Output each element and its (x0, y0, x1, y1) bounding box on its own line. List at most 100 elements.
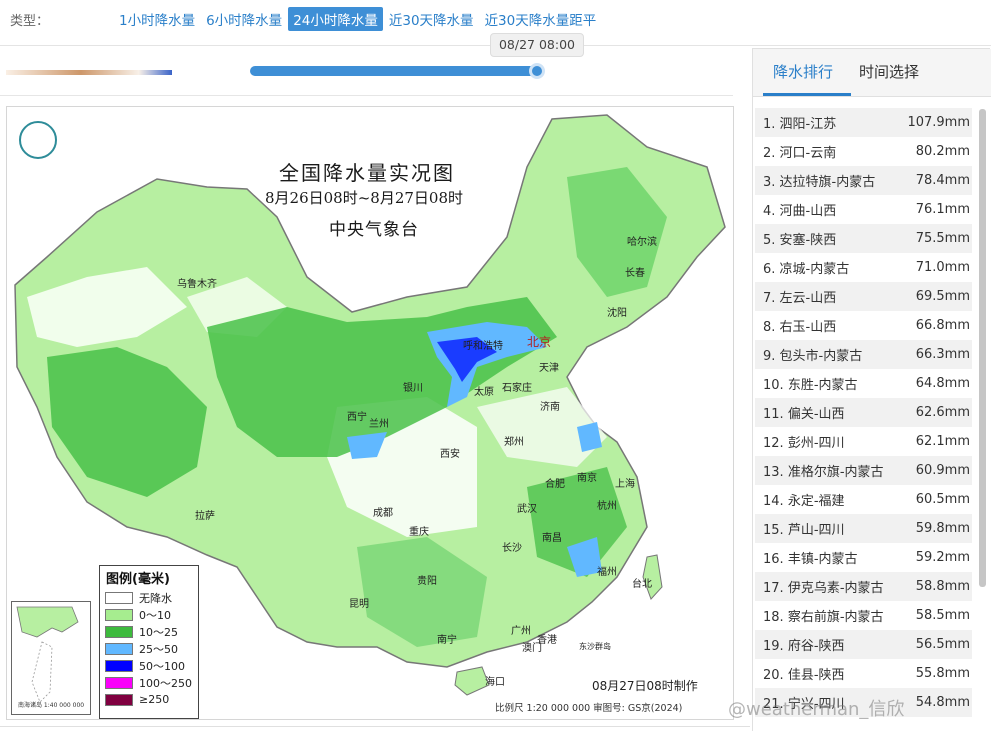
capital-label: 北京 (527, 335, 552, 349)
ranking-row[interactable]: 6. 凉城-内蒙古 71.0mm (755, 253, 972, 282)
legend-label: 25～50 (139, 642, 178, 656)
city-label: 西安 (440, 449, 460, 460)
ranking-row[interactable]: 10. 东胜-内蒙古 64.8mm (755, 369, 972, 398)
ranking-index: 16. (763, 552, 784, 567)
city-label: 上海 (615, 479, 635, 490)
ranking-label: 20. 佳县-陕西 (763, 664, 845, 683)
ranking-row[interactable]: 9. 包头市-内蒙古 66.3mm (755, 340, 972, 369)
tab-time-select[interactable]: 时间选择 (859, 63, 920, 81)
city-label: 杭州 (597, 501, 617, 512)
legend-label: 100～250 (139, 676, 192, 690)
type-filter-bar: 类型： 1小时降水量 6小时降水量 24小时降水量 近30天降水量 近30天降水… (0, 0, 991, 46)
ranking-station: 左云-山西 (779, 291, 837, 306)
ranking-row[interactable]: 14. 永定-福建 60.5mm (755, 485, 972, 514)
ranking-value: 60.9mm (915, 463, 970, 478)
ranking-value: 55.8mm (915, 666, 970, 681)
city-label: 重庆 (409, 527, 429, 538)
tab-30d-precip[interactable]: 近30天降水量 (388, 13, 474, 29)
tab-30d-anomaly[interactable]: 近30天降水量距平 (484, 13, 597, 29)
ranking-value: 107.9mm (907, 115, 970, 130)
time-tooltip: 08/27 08:00 (490, 33, 584, 57)
active-tab-indicator (763, 93, 851, 96)
time-slider-handle[interactable] (529, 63, 545, 79)
ranking-row[interactable]: 5. 安塞-陕西 75.5mm (755, 224, 972, 253)
city-label: 太原 (474, 387, 494, 398)
legend-item: 0～10 (100, 606, 198, 623)
ranking-station: 包头市-内蒙古 (779, 349, 863, 364)
ranking-row[interactable]: 3. 达拉特旗-内蒙古 78.4mm (755, 166, 972, 195)
city-label: 合肥 (545, 479, 565, 490)
ranking-row[interactable]: 11. 偏关-山西 62.6mm (755, 398, 972, 427)
city-label: 兰州 (369, 419, 389, 430)
ranking-index: 12. (763, 436, 784, 451)
watermark: @weatherman_信欣 (728, 699, 905, 720)
ranking-row[interactable]: 8. 右玉-山西 66.8mm (755, 311, 972, 340)
ranking-value: 78.4mm (915, 173, 970, 188)
legend-item: 50～100 (100, 657, 198, 674)
ranking-row[interactable]: 4. 河曲-山西 76.1mm (755, 195, 972, 224)
ranking-label: 7. 左云-山西 (763, 287, 836, 306)
ranking-list: 1. 泗阳-江苏 107.9mm 2. 河口-云南 80.2mm 3. 达拉特旗-内蒙古… (755, 108, 972, 717)
tab-24h-precip[interactable]: 24小时降水量 (288, 7, 383, 31)
legend-label: 0～10 (139, 608, 171, 622)
map-legend: 图例(毫米) 无降水 0～10 10～25 25～50 50～100 100～2… (99, 565, 199, 719)
ranking-station: 芦山-四川 (787, 523, 845, 538)
ranking-index: 18. (763, 610, 784, 625)
legend-swatch (105, 591, 133, 604)
city-label: 长沙 (502, 543, 522, 554)
legend-swatch (105, 659, 133, 672)
legend-swatch (105, 625, 133, 638)
ranking-label: 5. 安塞-陕西 (763, 229, 836, 248)
ranking-label: 6. 凉城-内蒙古 (763, 258, 849, 277)
tab-6h-precip[interactable]: 6小时降水量 (206, 13, 283, 29)
ranking-row[interactable]: 20. 佳县-陕西 55.8mm (755, 659, 972, 688)
made-time: 08月27日08时制作 (592, 679, 698, 693)
ranking-value: 62.1mm (915, 434, 970, 449)
ranking-row[interactable]: 13. 准格尔旗-内蒙古 60.9mm (755, 456, 972, 485)
ranking-row[interactable]: 17. 伊克乌素-内蒙古 58.8mm (755, 572, 972, 601)
ranking-value: 75.5mm (915, 231, 970, 246)
ranking-value: 64.8mm (915, 376, 970, 391)
time-slider-track[interactable] (250, 66, 540, 76)
ranking-row[interactable]: 18. 察右前旗-内蒙古 58.5mm (755, 601, 972, 630)
city-label: 银川 (403, 383, 423, 394)
ranking-index: 21. (763, 697, 784, 712)
scale-note: 比例尺 1:20 000 000 审图号: GS京(2024) (495, 703, 683, 714)
ranking-station: 宁兴-四川 (787, 697, 845, 712)
ranking-label: 3. 达拉特旗-内蒙古 (763, 171, 875, 190)
ranking-station: 佳县-陕西 (787, 668, 845, 683)
city-label: 澳门 (522, 643, 542, 654)
cma-logo-icon (19, 121, 57, 159)
city-label: 天津 (539, 363, 559, 374)
ranking-row[interactable]: 2. 河口-云南 80.2mm (755, 137, 972, 166)
ranking-label: 8. 右玉-山西 (763, 316, 836, 335)
ranking-scrollbar[interactable] (979, 109, 986, 587)
ranking-row[interactable]: 19. 府谷-陕西 56.5mm (755, 630, 972, 659)
ranking-row[interactable]: 16. 丰镇-内蒙古 59.2mm (755, 543, 972, 572)
ranking-label: 2. 河口-云南 (763, 142, 836, 161)
map-agency: 中央气象台 (329, 220, 419, 240)
ranking-row[interactable]: 7. 左云-山西 69.5mm (755, 282, 972, 311)
ranking-row[interactable]: 12. 彭州-四川 62.1mm (755, 427, 972, 456)
city-label: 济南 (540, 402, 560, 413)
tab-1h-precip[interactable]: 1小时降水量 (119, 13, 196, 29)
tab-precip-ranking[interactable]: 降水排行 (773, 63, 834, 81)
ranking-value: 76.1mm (915, 202, 970, 217)
ranking-row[interactable]: 21. 宁兴-四川 54.8mm (755, 688, 972, 717)
ranking-value: 69.5mm (915, 289, 970, 304)
legend-item: 无降水 (100, 589, 198, 606)
city-label: 南宁 (437, 635, 457, 646)
legend-item: 10～25 (100, 623, 198, 640)
ranking-index: 10. (763, 378, 784, 393)
divider (0, 95, 733, 96)
legend-item: ≥250 (100, 691, 198, 708)
ranking-row[interactable]: 15. 芦山-四川 59.8mm (755, 514, 972, 543)
ranking-index: 17. (763, 581, 784, 596)
legend-title: 图例(毫米) (106, 572, 170, 587)
city-label: 广州 (511, 626, 531, 637)
ranking-row[interactable]: 1. 泗阳-江苏 107.9mm (755, 108, 972, 137)
ranking-index: 7. (763, 291, 776, 306)
ranking-value: 59.2mm (915, 550, 970, 565)
legend-label: 50～100 (139, 659, 185, 673)
ranking-index: 19. (763, 639, 784, 654)
